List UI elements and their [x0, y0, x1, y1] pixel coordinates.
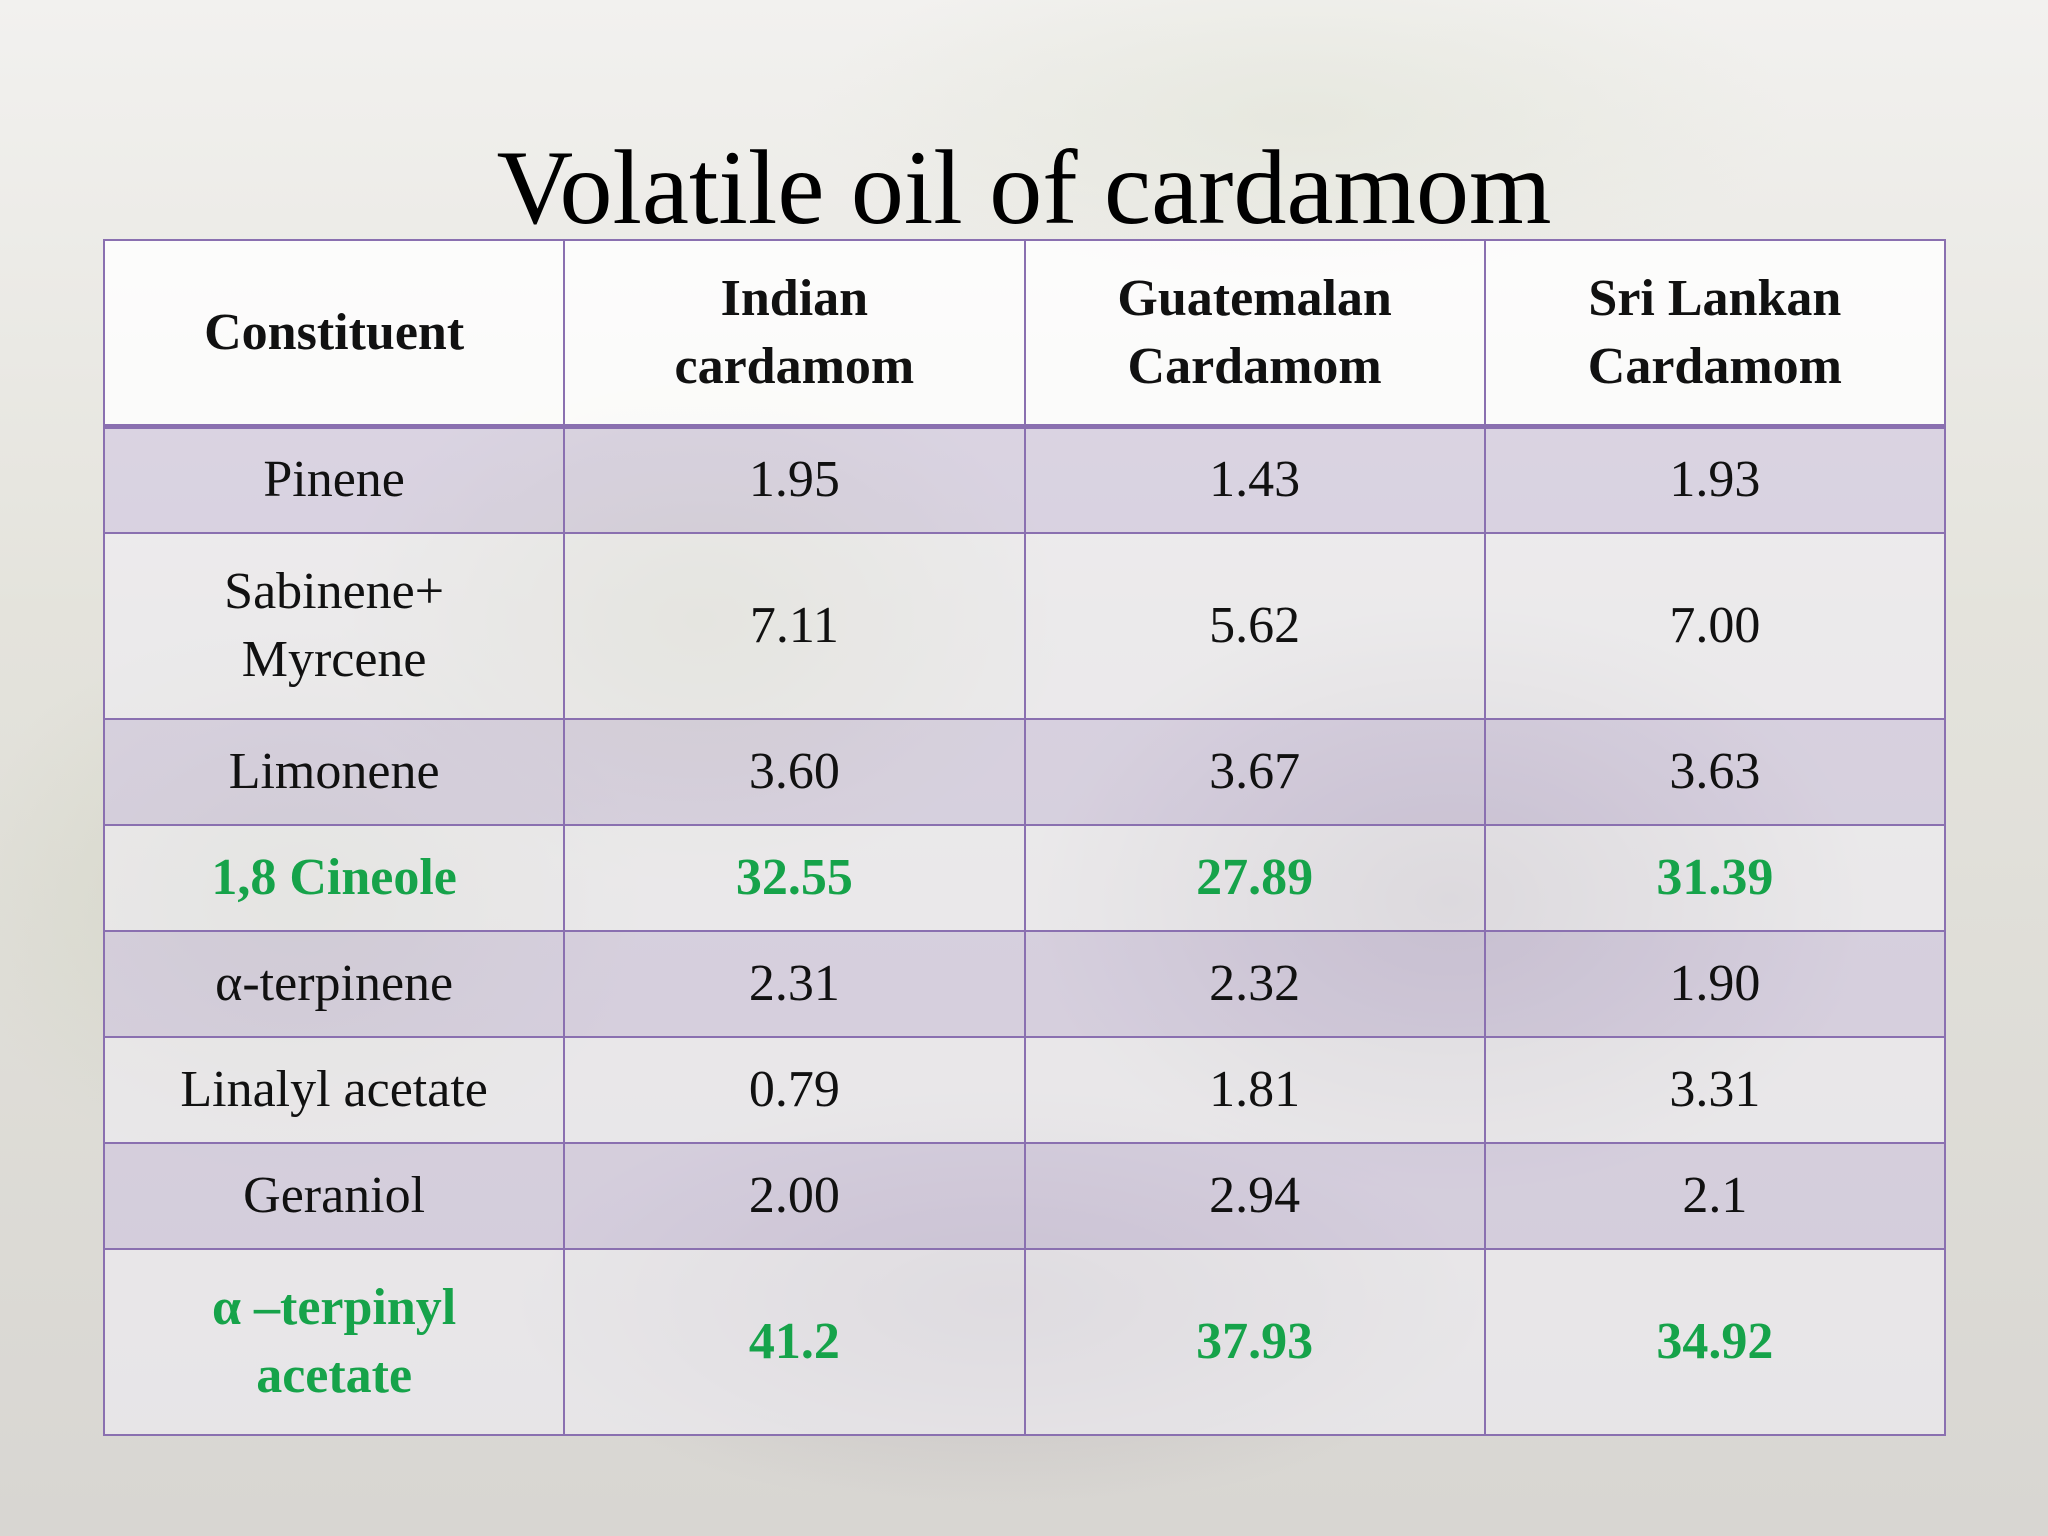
value-cell: 1.93 — [1483, 425, 1947, 534]
value-cell: 3.31 — [1483, 1035, 1947, 1144]
data-table: Constituent Indian cardamom Guatemalan Car… — [102, 239, 1947, 1436]
value-cell: 2.32 — [1023, 929, 1486, 1038]
row-label: Sabinene+ Myrcene — [102, 531, 566, 720]
value-cell: 1.90 — [1483, 929, 1947, 1038]
table-row: Pinene 1.95 1.43 1.93 — [102, 425, 1947, 534]
table-row: Limonene 3.60 3.67 3.63 — [102, 717, 1947, 826]
row-label: Limonene — [102, 717, 566, 826]
header-row: Constituent Indian cardamom Guatemalan Car… — [102, 239, 1947, 429]
table-row: Sabinene+ Myrcene 7.11 5.62 7.00 — [102, 531, 1947, 720]
value-cell: 2.94 — [1023, 1141, 1486, 1250]
value-cell: 1.81 — [1023, 1035, 1486, 1144]
row-label: Pinene — [102, 425, 566, 534]
row-label: 1,8 Cineole — [102, 823, 566, 932]
value-cell: 37.93 — [1023, 1247, 1486, 1436]
value-cell: 34.92 — [1483, 1247, 1947, 1436]
header-cell: Constituent — [102, 239, 566, 429]
row-label: Geraniol — [102, 1141, 566, 1250]
value-cell: 5.62 — [1023, 531, 1486, 720]
value-cell: 0.79 — [563, 1035, 1026, 1144]
value-cell: 3.67 — [1023, 717, 1486, 826]
table-row: Geraniol 2.00 2.94 2.1 — [102, 1141, 1947, 1250]
value-cell: 3.60 — [563, 717, 1026, 826]
value-cell: 27.89 — [1023, 823, 1486, 932]
header-cell: Sri Lankan Cardamom — [1483, 239, 1947, 429]
table-header: Constituent Indian cardamom Guatemalan Car… — [102, 239, 1947, 429]
value-cell: 31.39 — [1483, 823, 1947, 932]
table-body: Pinene 1.95 1.43 1.93 Sabinene+ Myrcene 7.11 5… — [102, 425, 1947, 1436]
table-row: 1,8 Cineole 32.55 27.89 31.39 — [102, 823, 1947, 932]
row-label: α-terpinene — [102, 929, 566, 1038]
value-cell: 3.63 — [1483, 717, 1947, 826]
value-cell: 7.11 — [563, 531, 1026, 720]
table-row: Linalyl acetate 0.79 1.81 3.31 — [102, 1035, 1947, 1144]
value-cell: 2.1 — [1483, 1141, 1947, 1250]
value-cell: 2.31 — [563, 929, 1026, 1038]
value-cell: 1.43 — [1023, 425, 1486, 534]
value-cell: 7.00 — [1483, 531, 1947, 720]
row-label: Linalyl acetate — [102, 1035, 566, 1144]
value-cell: 1.95 — [563, 425, 1026, 534]
slide-title: Volatile oil of cardamom — [496, 129, 1552, 246]
header-cell: Indian cardamom — [563, 239, 1026, 429]
table-row: α –terpinyl acetate 41.2 37.93 34.92 — [102, 1247, 1947, 1436]
row-label: α –terpinyl acetate — [102, 1247, 566, 1436]
header-cell: Guatemalan Cardamom — [1023, 239, 1486, 429]
value-cell: 41.2 — [563, 1247, 1026, 1436]
value-cell: 32.55 — [563, 823, 1026, 932]
value-cell: 2.00 — [563, 1141, 1026, 1250]
table-row: α-terpinene 2.31 2.32 1.90 — [102, 929, 1947, 1038]
